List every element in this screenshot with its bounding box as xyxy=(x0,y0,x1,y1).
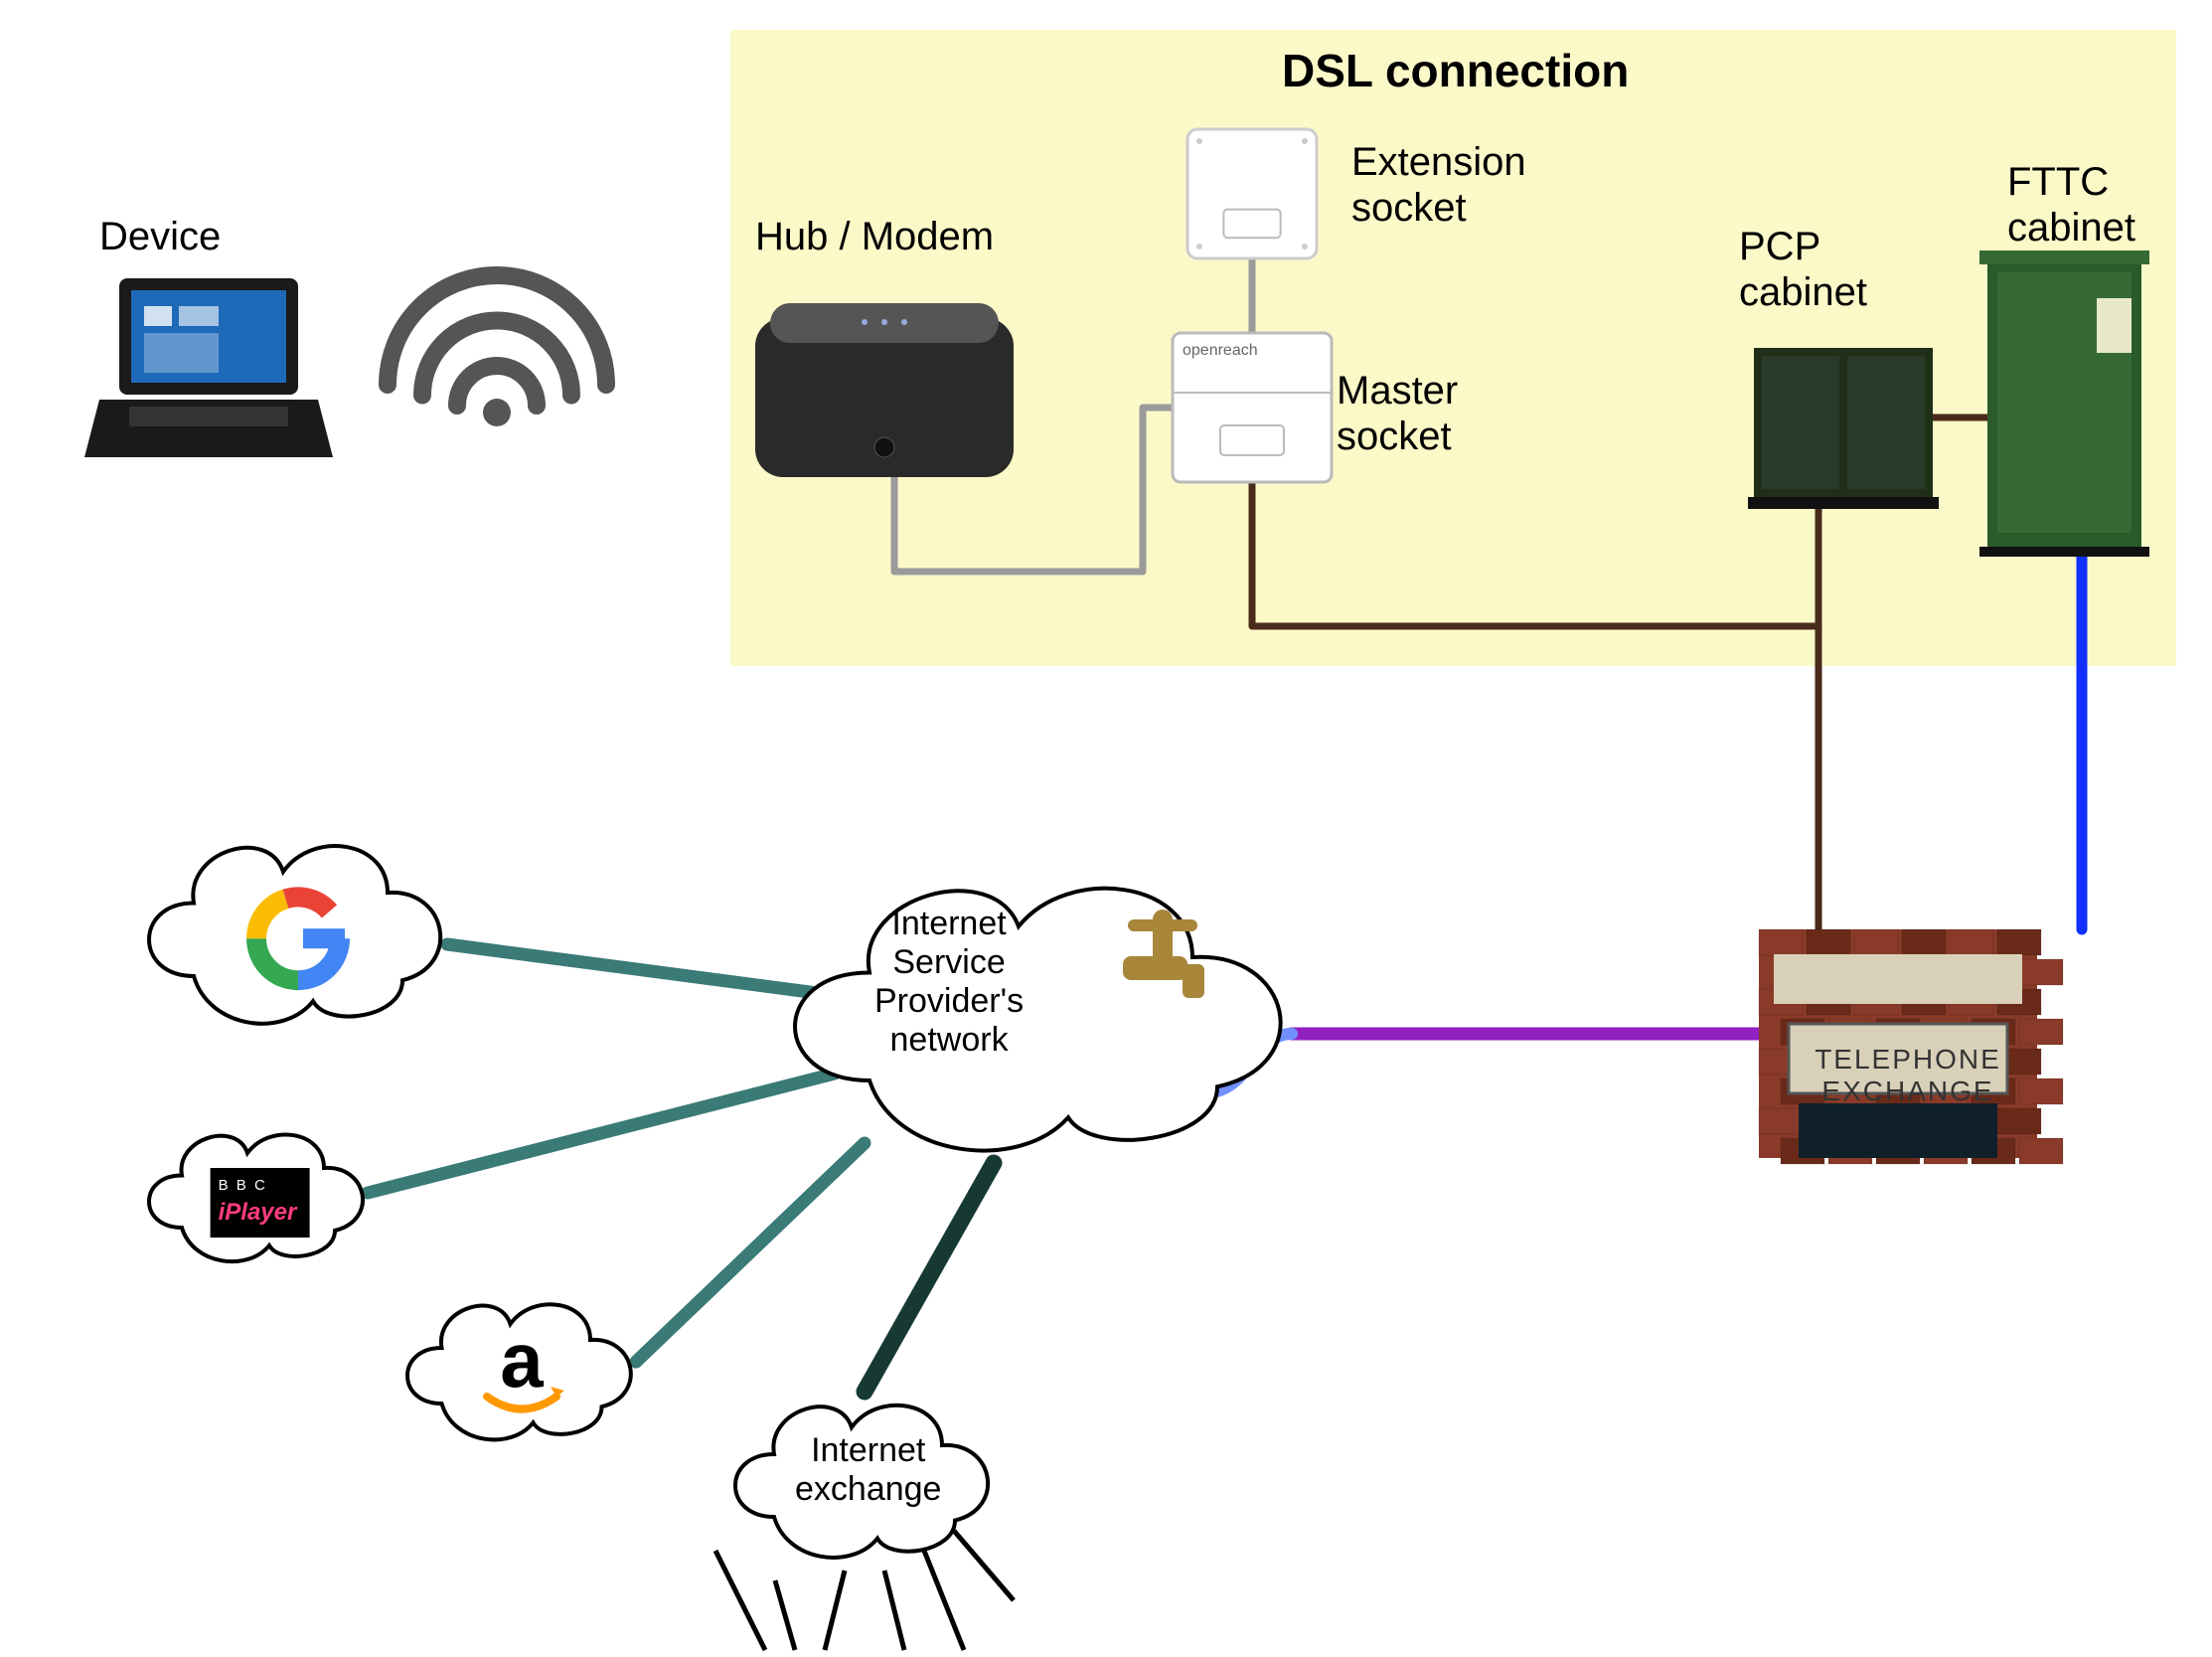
master-socket-label: Master socket xyxy=(1337,368,1458,459)
modem-icon xyxy=(755,303,1014,477)
fttc-cabinet-icon xyxy=(1979,250,2149,557)
iplayer-logo-icon: B B C iPlayer xyxy=(211,1168,310,1238)
exchange-spoke xyxy=(775,1580,795,1650)
isp-cloud xyxy=(795,889,1281,1151)
cable xyxy=(636,1143,865,1362)
pcp-cabinet-icon xyxy=(1748,348,1939,509)
svg-text:iPlayer: iPlayer xyxy=(219,1199,298,1226)
internet-exchange-label: Internet exchange xyxy=(795,1431,941,1509)
wifi-icon xyxy=(388,275,606,426)
extension-socket-label: Extension socket xyxy=(1351,139,1526,231)
cable xyxy=(368,1074,835,1193)
cable xyxy=(447,944,825,994)
pcp-cabinet-label: PCP cabinet xyxy=(1739,224,1867,315)
isp-network-label: Internet Service Provider's network xyxy=(874,905,1024,1060)
dsl-title-label: DSL connection xyxy=(1282,45,1629,97)
exchange-spoke xyxy=(715,1551,765,1650)
laptop-icon xyxy=(84,278,333,457)
fttc-cabinet-label: FTTC cabinet xyxy=(2007,159,2135,250)
hub-label: Hub / Modem xyxy=(755,214,994,259)
google-cloud xyxy=(149,846,440,1024)
exchange-spoke xyxy=(825,1571,845,1650)
exchange-spoke xyxy=(924,1551,964,1650)
master-socket-icon: openreach xyxy=(1173,333,1332,482)
cable xyxy=(865,1163,994,1392)
telephone-exchange-label: TELEPHONE EXCHANGE xyxy=(1809,1044,2007,1107)
svg-text:openreach: openreach xyxy=(1183,342,1258,359)
device-label: Device xyxy=(99,214,221,259)
exchange-spoke xyxy=(954,1531,1014,1600)
extension-socket-icon xyxy=(1187,129,1317,258)
exchange-spoke xyxy=(884,1571,904,1650)
svg-text:a: a xyxy=(500,1316,544,1404)
svg-text:B B C: B B C xyxy=(219,1177,267,1194)
